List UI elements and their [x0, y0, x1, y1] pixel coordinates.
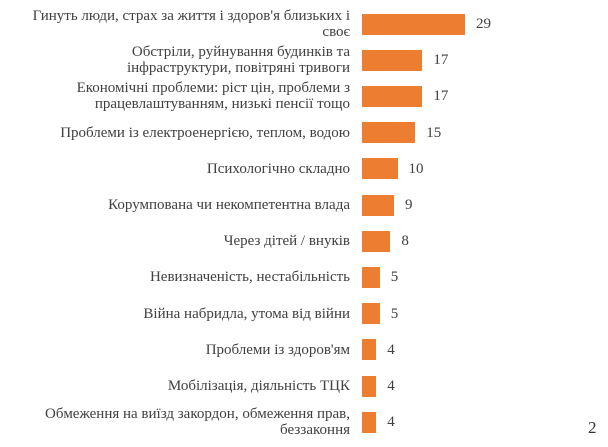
category-label: Війна набридла, утома від війни: [2, 306, 350, 322]
data-label: 8: [401, 233, 409, 250]
category-label-line: Мобілізація, діяльність ТЦК: [167, 378, 350, 394]
category-label-line: Гинуть люди, страх за життя і здоров'я б…: [32, 8, 350, 24]
category-label-line: Корумпована чи некомпетентна влада: [108, 197, 350, 213]
bar: [362, 122, 416, 144]
category-label-line: Через дітей / внуків: [223, 233, 350, 250]
data-label: 17: [433, 52, 449, 69]
category-label-line: Невизначеність, нестабільність: [149, 269, 350, 286]
data-label: 4: [387, 414, 395, 431]
category-label-line: Психологічно складно: [206, 160, 350, 177]
category-label-line: Проблеми із здоров'ям: [205, 341, 350, 358]
category-label: Корумпована чи некомпетентна влада: [2, 197, 350, 213]
category-label-line: Економічні проблеми: ріст цін, проблеми …: [76, 80, 350, 97]
category-label: Обмеження на виїзд закордон, обмеження п…: [2, 406, 350, 438]
bar: [362, 158, 398, 180]
page-number: 2: [588, 418, 597, 437]
bar: [362, 339, 377, 361]
data-label: 29: [476, 16, 491, 32]
data-label: 5: [390, 305, 399, 322]
data-label: 4: [387, 341, 395, 358]
category-label: Гинуть люди, страх за життя і здоров'я б…: [2, 8, 350, 40]
category-label: Невизначеність, нестабільність: [2, 269, 350, 285]
bar: [362, 375, 377, 397]
data-label: 9: [404, 197, 413, 213]
category-label-line: інфраструктури, повітряні тривоги: [126, 60, 350, 77]
bar: [362, 303, 380, 325]
bar: [362, 49, 423, 71]
data-label: 5: [390, 269, 399, 286]
data-label: 17: [433, 88, 449, 105]
category-label-line: Обстріли, руйнування будинків та: [131, 44, 350, 61]
category-label: Проблеми із здоров'ям: [2, 342, 350, 358]
bar: [362, 194, 394, 216]
category-label-line: беззаконня: [280, 422, 350, 439]
category-label-line: працевлаштуванням, низькі пенсії тощо: [94, 96, 350, 113]
bar: [362, 411, 377, 433]
bar: [362, 266, 380, 288]
category-label-line: своє: [322, 24, 350, 40]
category-label-line: Проблеми із електроенергією, теплом, вод…: [60, 124, 350, 141]
data-label: 15: [426, 124, 442, 141]
bar: [362, 13, 465, 35]
category-label-line: Обмеження на виїзд закордон, обмеження п…: [45, 406, 350, 423]
data-label: 4: [387, 378, 395, 394]
category-label-line: Війна набридла, утома від війни: [143, 305, 350, 322]
category-label: Обстріли, руйнування будинків та інфрастр…: [2, 44, 350, 76]
category-label: Через дітей / внуків: [2, 233, 350, 249]
category-label: Мобілізація, діяльність ТЦК: [2, 378, 350, 394]
category-label: Психологічно складно: [2, 161, 350, 177]
bar: [362, 85, 423, 107]
bar: [362, 230, 391, 252]
category-label: Проблеми із електроенергією, теплом, вод…: [2, 125, 350, 141]
data-label: 10: [408, 160, 424, 177]
category-label: Економічні проблеми: ріст цін, проблеми …: [2, 80, 350, 112]
